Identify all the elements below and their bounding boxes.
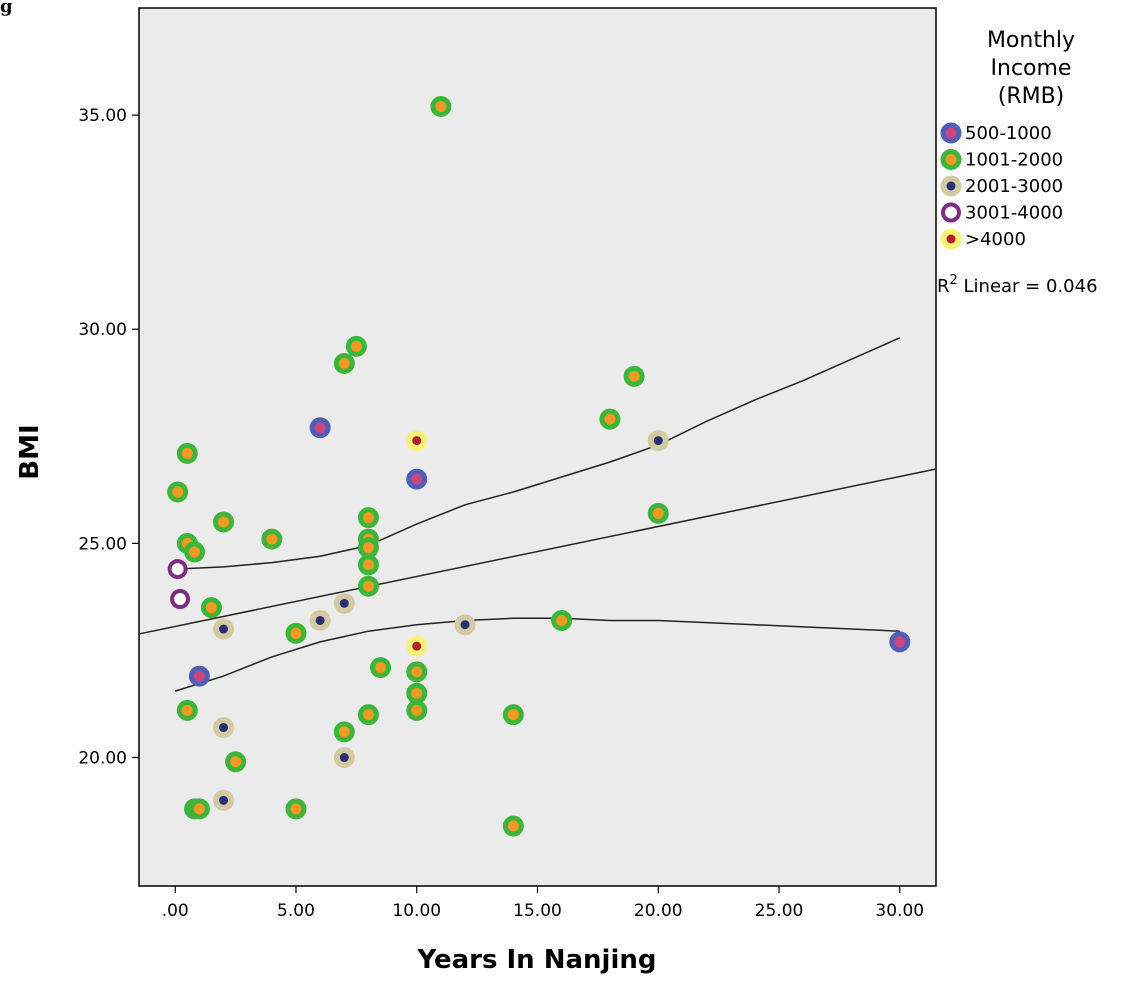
- data-point: [176, 442, 198, 464]
- x-tick-label: 15.00: [513, 901, 562, 921]
- legend-label: 2001-3000: [965, 176, 1063, 197]
- data-point: [213, 717, 235, 739]
- y-axis-title: BMI: [15, 424, 45, 479]
- legend-marker: [940, 175, 962, 197]
- fit-line: [138, 468, 937, 635]
- legend-title-line-3: (RMB): [998, 84, 1065, 109]
- y-tick-label: 35.00: [78, 106, 127, 126]
- data-point: [309, 417, 331, 439]
- legend-item: 2001-3000: [940, 175, 1063, 197]
- x-tick-label: 5.00: [277, 901, 315, 921]
- legend-label: >4000: [965, 229, 1026, 250]
- data-point: [285, 798, 307, 820]
- x-tick-label: 25.00: [755, 901, 804, 921]
- r-squared-label: R2 Linear = 0.046: [937, 273, 1098, 297]
- x-tick-label: 30.00: [875, 901, 924, 921]
- r-squared-value: Linear = 0.046: [958, 276, 1098, 297]
- r-squared-sup: 2: [950, 273, 958, 288]
- data-point: [333, 747, 355, 769]
- x-tick-label: 10.00: [392, 901, 441, 921]
- y-tick-label: 25.00: [78, 534, 127, 554]
- data-point: [188, 798, 210, 820]
- legend-item: 3001-4000: [941, 202, 1063, 224]
- data-point: [406, 468, 428, 490]
- legend-marker: [940, 122, 962, 144]
- confidence-bands: [174, 337, 901, 692]
- data-point: [285, 622, 307, 644]
- x-tick-label: 20.00: [634, 901, 683, 921]
- figure-label: g: [0, 0, 13, 17]
- data-point: [333, 352, 355, 374]
- data-point: [167, 559, 188, 580]
- data-point: [370, 657, 392, 679]
- y-axis: 20.00 25.00 30.00 35.00: [78, 106, 139, 769]
- data-point: [357, 554, 379, 576]
- legend-item: 500-1000: [940, 122, 1052, 144]
- data-point: [406, 635, 428, 657]
- x-axis: .00 5.00 10.00 15.00 20.00 25.00 30.00: [162, 886, 924, 921]
- ci-upper-line: [175, 337, 901, 570]
- data-point: [502, 704, 524, 726]
- legend-marker: [941, 202, 961, 223]
- data-point: [176, 699, 198, 721]
- data-point: [213, 789, 235, 811]
- data-point: [333, 721, 355, 743]
- legend-title-line-2: Income: [991, 56, 1072, 81]
- y-tick-label: 30.00: [78, 320, 127, 340]
- data-point: [454, 614, 476, 636]
- data-point: [430, 96, 452, 118]
- data-point: [406, 661, 428, 683]
- plot-area: [138, 7, 937, 887]
- data-point: [599, 408, 621, 430]
- data-point: [225, 751, 247, 773]
- legend: Monthly Income (RMB) 500-1000 1001-2000 20…: [940, 28, 1075, 250]
- data-point: [213, 511, 235, 533]
- data-point: [406, 430, 428, 452]
- data-point: [309, 609, 331, 631]
- data-point: [647, 502, 669, 524]
- data-point: [406, 682, 428, 704]
- data-point: [167, 481, 189, 503]
- data-point: [213, 618, 235, 640]
- data-point: [623, 365, 645, 387]
- data-point: [502, 815, 524, 837]
- data-point: [200, 597, 222, 619]
- data-point: [184, 541, 206, 563]
- data-point: [551, 609, 573, 631]
- legend-item: 1001-2000: [940, 149, 1063, 171]
- data-point: [357, 575, 379, 597]
- legend-label: 500-1000: [965, 123, 1052, 144]
- data-point: [357, 537, 379, 559]
- legend-marker: [940, 228, 962, 250]
- legend-title-line-1: Monthly: [987, 28, 1075, 53]
- y-tick-label: 20.00: [78, 749, 127, 769]
- data-point: [261, 528, 283, 550]
- ci-lower-line: [174, 617, 900, 692]
- data-point: [647, 430, 669, 452]
- x-axis-title: Years In Nanjing: [417, 945, 657, 975]
- data-point: [345, 335, 367, 357]
- data-point: [406, 699, 428, 721]
- legend-label: 3001-4000: [965, 203, 1063, 224]
- legend-item: >4000: [940, 228, 1026, 250]
- legend-label: 1001-2000: [965, 150, 1063, 171]
- data-point: [188, 665, 210, 687]
- data-point: [333, 592, 355, 614]
- data-point: [889, 631, 911, 653]
- data-point: [357, 704, 379, 726]
- legend-marker: [940, 149, 962, 170]
- r-squared-prefix: R: [937, 276, 950, 297]
- data-point: [357, 507, 379, 529]
- data-point: [170, 589, 191, 610]
- x-tick-label: .00: [162, 901, 189, 921]
- data-points: [167, 96, 911, 837]
- fit-line-group: [138, 468, 937, 635]
